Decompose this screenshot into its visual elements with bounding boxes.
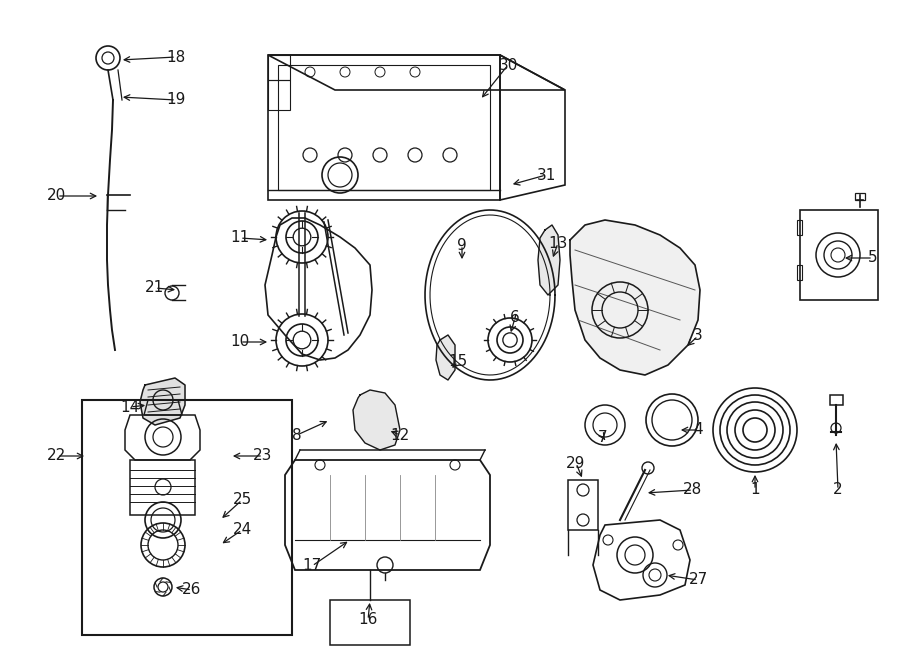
Text: 14: 14 <box>121 399 140 414</box>
Bar <box>130 460 195 515</box>
Text: 16: 16 <box>358 613 378 627</box>
Bar <box>82 400 292 635</box>
Polygon shape <box>140 378 185 425</box>
Polygon shape <box>538 225 560 295</box>
Bar <box>800 210 878 300</box>
Polygon shape <box>570 220 700 375</box>
Text: 1: 1 <box>751 483 760 498</box>
Text: 22: 22 <box>48 449 67 463</box>
Text: 30: 30 <box>499 58 517 73</box>
Text: 2: 2 <box>833 483 842 498</box>
Text: 12: 12 <box>391 428 410 442</box>
Text: 10: 10 <box>230 334 249 350</box>
Text: 15: 15 <box>448 354 468 369</box>
Text: 6: 6 <box>510 311 520 325</box>
Text: 7: 7 <box>598 430 608 444</box>
Text: 5: 5 <box>868 251 878 266</box>
Text: 11: 11 <box>230 231 249 245</box>
Text: 3: 3 <box>693 329 703 344</box>
Bar <box>278 65 490 190</box>
Text: 27: 27 <box>688 572 707 588</box>
Text: 18: 18 <box>166 50 185 65</box>
Bar <box>797 265 802 280</box>
Text: 4: 4 <box>693 422 703 438</box>
Text: 28: 28 <box>683 483 703 498</box>
Text: 26: 26 <box>183 582 202 598</box>
Polygon shape <box>436 335 455 380</box>
Text: 24: 24 <box>232 522 252 537</box>
Bar <box>797 220 802 235</box>
Text: 8: 8 <box>292 428 302 442</box>
Text: 20: 20 <box>48 188 67 204</box>
Polygon shape <box>353 390 400 450</box>
Text: 29: 29 <box>566 455 586 471</box>
Text: 17: 17 <box>302 559 321 574</box>
Bar <box>855 193 865 200</box>
Text: 25: 25 <box>232 492 252 508</box>
Bar <box>330 600 410 645</box>
Text: 23: 23 <box>253 449 273 463</box>
Text: 13: 13 <box>548 235 568 251</box>
Text: 19: 19 <box>166 93 185 108</box>
Text: 31: 31 <box>536 167 555 182</box>
Text: 21: 21 <box>146 280 165 295</box>
Text: 9: 9 <box>457 237 467 253</box>
